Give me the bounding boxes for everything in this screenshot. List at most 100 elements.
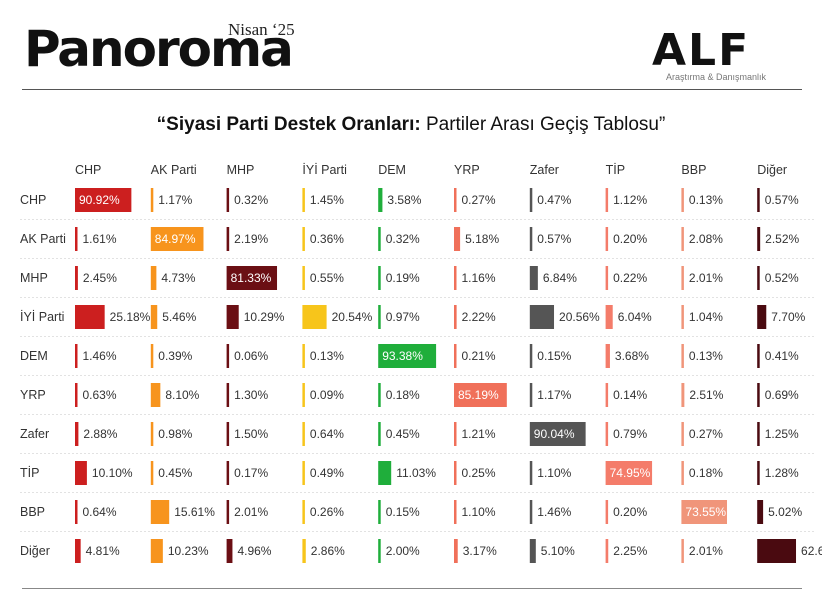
- value-label: 0.64%: [310, 427, 344, 441]
- value-bar: [302, 422, 305, 446]
- value-label: 0.13%: [310, 349, 344, 363]
- value-bar: [150, 461, 154, 485]
- value-label: 5.10%: [541, 544, 575, 558]
- value-label: 0.47%: [537, 193, 571, 207]
- bottom-divider: [22, 588, 802, 589]
- value-bar: [75, 500, 78, 524]
- value-label: 0.13%: [689, 193, 723, 207]
- value-label: 8.10%: [165, 388, 199, 402]
- value-bar: [75, 539, 81, 563]
- value-bar: [757, 344, 760, 368]
- value-bar: [378, 305, 381, 329]
- value-bar: [454, 227, 461, 251]
- value-label: 2.01%: [234, 505, 268, 519]
- value-bar: [75, 227, 78, 251]
- value-label: 2.45%: [83, 271, 117, 285]
- value-bar: [150, 500, 170, 524]
- row-header: YRP: [20, 388, 46, 402]
- value-bar: [454, 461, 457, 485]
- value-label: 5.46%: [162, 310, 196, 324]
- value-label: 0.20%: [613, 232, 647, 246]
- value-bar: [150, 422, 154, 446]
- value-label: 85.19%: [458, 388, 499, 402]
- value-bar: [150, 539, 163, 563]
- value-bar: [378, 539, 381, 563]
- value-label: 0.09%: [310, 388, 344, 402]
- value-label: 4.81%: [86, 544, 120, 558]
- value-label: 20.56%: [559, 310, 600, 324]
- value-bar: [226, 500, 230, 524]
- column-header: TİP: [606, 163, 625, 177]
- value-bar: [454, 539, 458, 563]
- value-label: 2.88%: [83, 427, 117, 441]
- value-label: 90.92%: [79, 193, 120, 207]
- value-bar: [454, 266, 457, 290]
- value-bar: [757, 461, 760, 485]
- column-header: CHP: [75, 163, 101, 177]
- value-bar: [681, 539, 684, 563]
- value-label: 0.32%: [234, 193, 268, 207]
- value-label: 1.30%: [234, 388, 268, 402]
- value-label: 1.10%: [537, 466, 571, 480]
- header: Panoroma Nisan ‘25 ALF Araştırma & Danış…: [0, 0, 822, 95]
- value-bar: [378, 344, 437, 368]
- value-bar: [302, 305, 327, 329]
- value-label: 10.29%: [244, 310, 285, 324]
- value-label: 4.73%: [161, 271, 195, 285]
- value-bar: [150, 188, 154, 212]
- value-bar: [378, 461, 392, 485]
- value-label: 0.15%: [537, 349, 571, 363]
- column-header: İYİ Parti: [302, 163, 346, 177]
- value-label: 1.28%: [765, 466, 799, 480]
- value-label: 93.38%: [382, 349, 423, 363]
- value-label: 0.25%: [462, 466, 496, 480]
- value-label: 10.10%: [92, 466, 133, 480]
- value-bar: [529, 539, 536, 563]
- value-bar: [681, 344, 684, 368]
- value-bar: [226, 188, 230, 212]
- value-label: 0.45%: [386, 427, 420, 441]
- value-bar: [681, 227, 684, 251]
- value-label: 1.61%: [83, 232, 117, 246]
- value-label: 90.04%: [534, 427, 575, 441]
- value-bar: [75, 266, 78, 290]
- column-header: Diğer: [757, 163, 787, 177]
- value-label: 0.15%: [386, 505, 420, 519]
- value-label: 0.18%: [689, 466, 723, 480]
- value-bar: [757, 539, 797, 563]
- value-label: 0.69%: [765, 388, 799, 402]
- brand-logo: Panoroma: [24, 20, 294, 78]
- column-header: MHP: [227, 163, 255, 177]
- value-label: 0.64%: [83, 505, 117, 519]
- value-bar: [226, 266, 278, 290]
- value-bar: [529, 344, 533, 368]
- value-label: 2.86%: [311, 544, 345, 558]
- value-bar: [302, 344, 305, 368]
- value-bar: [150, 305, 158, 329]
- value-label: 3.17%: [463, 544, 497, 558]
- value-bar: [302, 188, 305, 212]
- value-label: 0.97%: [386, 310, 420, 324]
- value-label: 1.46%: [83, 349, 117, 363]
- value-bar: [605, 500, 609, 524]
- value-label: 0.20%: [613, 505, 647, 519]
- value-bar: [605, 305, 613, 329]
- value-label: 10.23%: [168, 544, 209, 558]
- value-bar: [681, 461, 684, 485]
- value-label: 0.17%: [234, 466, 268, 480]
- value-bar: [454, 305, 457, 329]
- value-label: 0.27%: [462, 193, 496, 207]
- value-bar: [757, 383, 760, 407]
- value-bar: [681, 188, 684, 212]
- value-bar: [757, 305, 767, 329]
- value-label: 6.84%: [543, 271, 577, 285]
- value-bar: [378, 188, 383, 212]
- value-label: 0.27%: [689, 427, 723, 441]
- value-label: 1.45%: [310, 193, 344, 207]
- chart-title-bold: “Siyasi Parti Destek Oranları:: [156, 114, 421, 135]
- value-label: 0.19%: [386, 271, 420, 285]
- value-label: 0.79%: [613, 427, 647, 441]
- value-label: 0.49%: [310, 466, 344, 480]
- column-header: BBP: [681, 163, 706, 177]
- value-bar: [454, 422, 457, 446]
